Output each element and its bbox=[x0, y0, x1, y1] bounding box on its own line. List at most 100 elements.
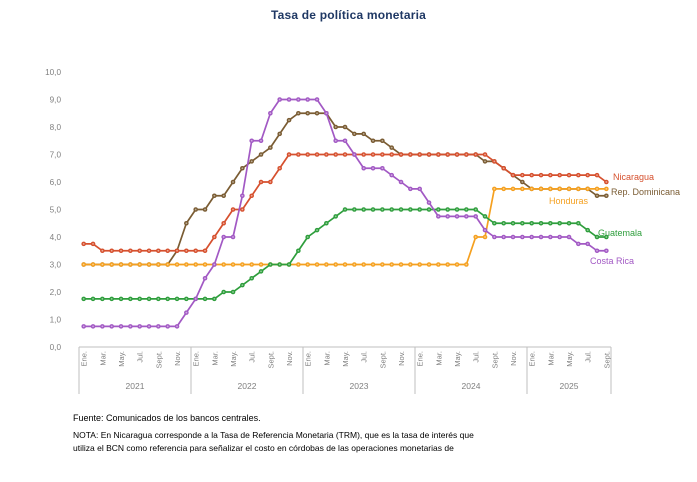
data-point-highlight bbox=[596, 187, 598, 190]
data-point-highlight bbox=[446, 215, 449, 218]
data-point-highlight bbox=[577, 187, 580, 190]
data-point-highlight bbox=[484, 160, 486, 163]
data-point-highlight bbox=[400, 263, 402, 266]
data-point-highlight bbox=[344, 263, 346, 266]
data-point-highlight bbox=[194, 208, 197, 211]
data-point-highlight bbox=[418, 153, 421, 156]
data-point-highlight bbox=[176, 249, 178, 252]
data-point-highlight bbox=[540, 174, 542, 177]
data-point-highlight bbox=[568, 174, 570, 177]
data-point-highlight bbox=[82, 297, 85, 300]
data-point-highlight bbox=[484, 236, 486, 238]
data-point-highlight bbox=[110, 325, 113, 328]
data-point-highlight bbox=[250, 160, 253, 163]
data-point-highlight bbox=[269, 181, 272, 183]
data-point-highlight bbox=[558, 236, 561, 238]
data-point-highlight bbox=[437, 208, 440, 211]
data-point-highlight bbox=[409, 187, 412, 190]
data-point-highlight bbox=[129, 297, 132, 300]
data-point-highlight bbox=[120, 325, 122, 328]
data-point-highlight bbox=[605, 249, 608, 252]
data-point-highlight bbox=[232, 181, 234, 183]
data-point-highlight bbox=[409, 153, 412, 156]
data-point-highlight bbox=[204, 208, 206, 211]
series-label-dominicana: Rep. Dominicana bbox=[611, 187, 680, 197]
data-point-highlight bbox=[166, 249, 169, 252]
data-point-highlight bbox=[372, 167, 374, 170]
data-point-highlight bbox=[316, 112, 318, 115]
data-point-highlight bbox=[586, 174, 589, 177]
month-tick-label: Jul. bbox=[136, 351, 145, 363]
data-point-highlight bbox=[250, 139, 253, 142]
data-point-highlight bbox=[213, 194, 216, 197]
data-point-highlight bbox=[400, 153, 402, 156]
data-point-highlight bbox=[521, 222, 524, 225]
data-point-highlight bbox=[194, 263, 197, 266]
data-point-highlight bbox=[316, 153, 318, 156]
data-point-highlight bbox=[409, 208, 412, 211]
data-point-highlight bbox=[456, 153, 458, 156]
data-point-highlight bbox=[605, 187, 608, 190]
data-point-highlight bbox=[120, 297, 122, 300]
data-point-highlight bbox=[521, 174, 524, 177]
data-point-highlight bbox=[138, 263, 141, 266]
data-point-highlight bbox=[213, 263, 216, 266]
data-point-highlight bbox=[465, 215, 468, 218]
data-point-highlight bbox=[138, 297, 141, 300]
month-tick-label: Jul. bbox=[248, 351, 257, 363]
y-tick-label: 2,0 bbox=[50, 288, 62, 297]
data-point-highlight bbox=[530, 187, 533, 190]
data-point-highlight bbox=[502, 167, 505, 170]
data-point-highlight bbox=[474, 215, 477, 218]
footnote-line-2: utiliza el BCN como referencia para seña… bbox=[73, 443, 454, 453]
data-point-highlight bbox=[269, 263, 272, 266]
data-point-highlight bbox=[605, 181, 608, 183]
data-point-highlight bbox=[540, 187, 542, 190]
data-point-highlight bbox=[456, 263, 458, 266]
series-guatemala: Guatemala bbox=[81, 207, 642, 302]
month-tick-label: Ene. bbox=[192, 351, 201, 366]
series-label-guatemala: Guatemala bbox=[598, 228, 642, 238]
data-point-highlight bbox=[493, 222, 496, 225]
data-point-highlight bbox=[512, 236, 514, 238]
y-axis-tick-labels: 0,0 1,0 2,0 3,0 4,0 5,0 6,0 7,0 8,0 9,0 10,0 bbox=[45, 68, 61, 352]
data-point-highlight bbox=[204, 297, 206, 300]
data-point-highlight bbox=[110, 249, 113, 252]
data-point-highlight bbox=[596, 174, 598, 177]
data-point-highlight bbox=[185, 222, 188, 225]
data-point-highlight bbox=[176, 325, 178, 328]
data-point-highlight bbox=[129, 325, 132, 328]
data-point-highlight bbox=[334, 215, 337, 218]
data-point-highlight bbox=[306, 236, 309, 238]
data-point-highlight bbox=[82, 325, 85, 328]
data-point-highlight bbox=[148, 263, 150, 266]
data-point-highlight bbox=[306, 153, 309, 156]
data-point-highlight bbox=[222, 236, 225, 238]
data-point-highlight bbox=[101, 297, 104, 300]
data-point-highlight bbox=[278, 263, 281, 266]
data-point-highlight bbox=[428, 201, 430, 204]
data-point-highlight bbox=[381, 153, 384, 156]
data-point-highlight bbox=[512, 222, 514, 225]
data-point-highlight bbox=[306, 98, 309, 101]
year-label: 2025 bbox=[560, 381, 579, 391]
data-point-highlight bbox=[362, 167, 365, 170]
data-point-highlight bbox=[484, 153, 486, 156]
month-tick-label: Nov. bbox=[509, 351, 518, 366]
month-tick-label: Jul. bbox=[360, 351, 369, 363]
data-point-highlight bbox=[446, 208, 449, 211]
data-point-highlight bbox=[390, 174, 393, 177]
data-point-highlight bbox=[418, 208, 421, 211]
series-label-costarica: Costa Rica bbox=[590, 256, 634, 266]
data-point-highlight bbox=[138, 249, 141, 252]
data-point-highlight bbox=[362, 208, 365, 211]
x-axis-labels: Ene. Mar. May. Jul. Sept. Nov. 2021 Ene. Mar. May… bbox=[80, 351, 612, 391]
data-point-highlight bbox=[297, 98, 300, 101]
series-honduras: Honduras bbox=[81, 186, 609, 267]
data-point-highlight bbox=[381, 139, 384, 142]
data-point-highlight bbox=[269, 146, 272, 149]
data-point-highlight bbox=[605, 236, 608, 238]
data-point-highlight bbox=[260, 263, 262, 266]
data-point-highlight bbox=[353, 208, 356, 211]
data-point-highlight bbox=[278, 132, 281, 135]
